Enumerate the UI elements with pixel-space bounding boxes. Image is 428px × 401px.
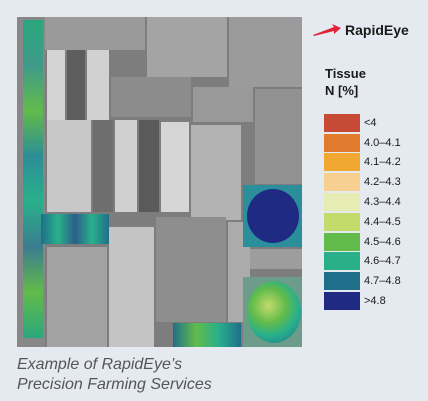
legend-label: 4.5–4.6 [364,235,401,248]
field-parcel [47,120,91,212]
legend-swatch [324,153,360,172]
field-parcel [93,120,113,212]
legend: <4 4.0–4.1 4.1–4.2 4.2–4.3 4.3–4.4 4.4–4… [324,113,401,311]
field-parcel [109,227,154,347]
legend-label: 4.1–4.2 [364,156,401,169]
legend-title-line2: N [%] [325,83,359,98]
field-parcel [229,17,302,87]
nitrogen-overlay-field [41,214,109,244]
brand-logo: RapidEye [312,20,409,40]
legend-label: 4.6–4.7 [364,255,401,268]
nitrogen-overlay-pivot [247,189,299,243]
field-parcel [47,50,65,120]
legend-item: >4.8 [324,291,401,311]
nitrogen-overlay-pivot [247,281,301,343]
field-parcel [191,125,241,220]
legend-item: 4.7–4.8 [324,271,401,291]
field-parcel [115,120,137,212]
caption-line1: Example of RapidEye’s [17,356,183,373]
nitrogen-overlay-strip [23,20,43,338]
legend-item: 4.6–4.7 [324,252,401,272]
legend-label: 4.7–4.8 [364,275,401,288]
brand-name: RapidEye [345,22,409,38]
legend-swatch [324,272,360,291]
legend-label: 4.0–4.1 [364,136,401,149]
legend-swatch [324,193,360,212]
legend-swatch [324,212,360,231]
field-parcel [161,122,189,212]
field-parcel [193,87,253,122]
legend-item: <4 [324,113,401,133]
legend-label: 4.4–4.5 [364,215,401,228]
field-parcel [45,17,145,50]
legend-label: >4.8 [364,295,386,308]
legend-swatch [324,252,360,271]
legend-swatch [324,133,360,152]
field-parcel [250,249,302,269]
caption-line2: Precision Farming Services [17,376,212,393]
field-parcel [255,89,302,184]
legend-item: 4.3–4.4 [324,192,401,212]
legend-label: 4.2–4.3 [364,176,401,189]
field-parcel [67,50,85,120]
satellite-map-image [17,17,302,347]
legend-swatch [324,232,360,251]
legend-item: 4.2–4.3 [324,172,401,192]
legend-label: 4.3–4.4 [364,196,401,209]
legend-title: Tissue N [%] [325,65,366,99]
nitrogen-overlay-field [173,323,241,347]
field-parcel [111,77,191,117]
field-parcel [87,50,109,120]
swoosh-icon [313,24,341,36]
legend-swatch [324,173,360,192]
legend-label: <4 [364,116,377,129]
legend-swatch [324,292,360,311]
legend-swatch [324,113,360,132]
legend-title-line1: Tissue [325,66,366,81]
field-parcel [156,217,226,322]
field-parcel [47,247,107,347]
field-parcel [139,120,159,212]
legend-item: 4.5–4.6 [324,232,401,252]
legend-item: 4.0–4.1 [324,133,401,153]
field-parcel [147,17,227,77]
legend-item: 4.4–4.5 [324,212,401,232]
legend-item: 4.1–4.2 [324,153,401,173]
caption: Example of RapidEye’s Precision Farming … [17,355,212,395]
